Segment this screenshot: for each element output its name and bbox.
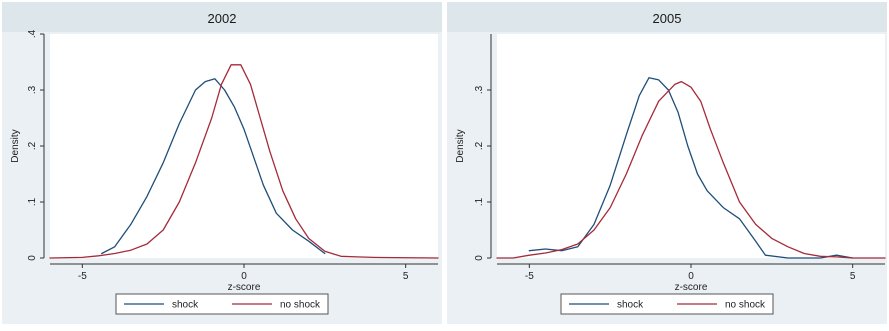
- series-line-shock: [101, 78, 326, 255]
- y-tick-label: .1: [474, 197, 485, 206]
- title-strip: [447, 2, 887, 32]
- y-axis-title: Density: [455, 129, 466, 162]
- chart-panel-2005: 2005 0 .1 .2 .3 -5 0 5 Density z-score shock no sho…: [447, 2, 887, 324]
- chart-title: 2002: [208, 11, 237, 26]
- x-axis-title: z-score: [675, 282, 708, 293]
- x-tick-label: 0: [688, 271, 694, 282]
- chart-title: 2005: [653, 11, 682, 26]
- legend: shock no shock: [560, 293, 774, 315]
- series-line-no-shock: [49, 64, 439, 259]
- y-tick-label: .3: [474, 85, 485, 94]
- y-tick-label: .2: [474, 141, 485, 150]
- y-tick-label: 0: [474, 255, 485, 261]
- legend-label: no shock: [280, 300, 321, 311]
- x-tick-label: 5: [850, 271, 856, 282]
- x-tick-label: -5: [525, 271, 534, 282]
- y-tick-label: .2: [27, 141, 38, 150]
- chart-panel-2002: 2002 0 .1 .2 .3 .4 -5 0 5 Density z-score shock no s…: [2, 2, 442, 324]
- legend: shock no shock: [115, 293, 329, 315]
- legend-label: no shock: [725, 300, 766, 311]
- y-tick-label: 0: [27, 255, 38, 261]
- x-tick-label: -5: [78, 271, 87, 282]
- y-tick-label: .4: [27, 29, 38, 38]
- x-axis-title: z-score: [228, 282, 261, 293]
- y-tick-label: .3: [27, 85, 38, 94]
- series-line-no-shock: [496, 80, 886, 259]
- plot-area: [497, 34, 885, 258]
- y-tick-label: .1: [27, 197, 38, 206]
- x-tick-label: 5: [403, 271, 409, 282]
- y-axis-title: Density: [10, 129, 21, 162]
- title-strip: [2, 2, 442, 32]
- legend-box: [115, 293, 329, 315]
- x-tick-label: 0: [241, 271, 247, 282]
- plot-area: [50, 34, 438, 258]
- series-line-shock: [528, 77, 854, 259]
- legend-box: [560, 293, 774, 315]
- legend-label: shock: [617, 300, 644, 311]
- legend-label: shock: [172, 300, 199, 311]
